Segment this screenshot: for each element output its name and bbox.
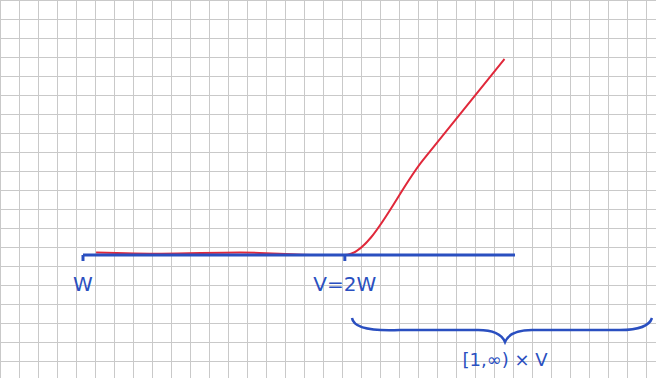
- svg-text:W: W: [73, 272, 93, 296]
- svg-text:V=2W: V=2W: [313, 272, 376, 296]
- svg-text:[1,∞) × V: [1,∞) × V: [462, 349, 548, 370]
